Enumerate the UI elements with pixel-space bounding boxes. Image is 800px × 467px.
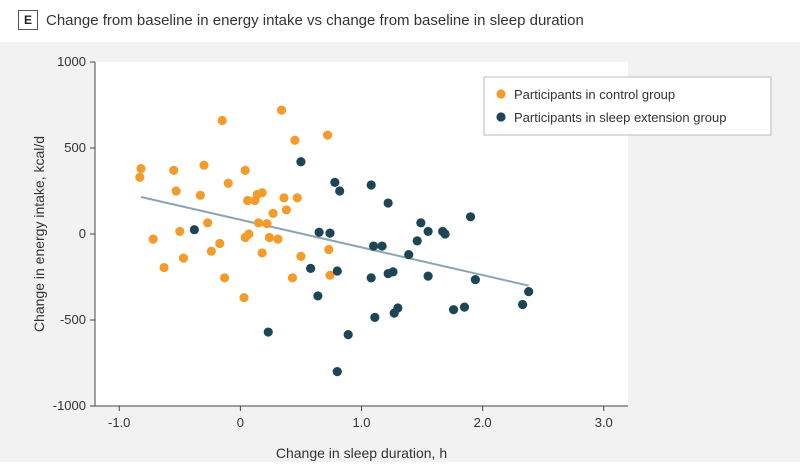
extension-point (404, 250, 414, 260)
control-point (169, 165, 179, 175)
extension-point (343, 330, 353, 340)
extension-point (313, 291, 323, 301)
extension-point (332, 367, 342, 377)
extension-point (440, 229, 450, 239)
extension-point (388, 267, 398, 277)
control-point (220, 273, 230, 283)
control-point (195, 190, 205, 200)
control-point (175, 226, 185, 237)
control-point (240, 165, 250, 175)
extension-point (369, 241, 379, 251)
control-point (276, 105, 287, 115)
x-tick-label: -1.0 (108, 415, 130, 430)
control-point (135, 172, 145, 182)
extension-point (335, 186, 345, 196)
x-tick-label: 2.0 (474, 415, 492, 430)
extension-point (263, 327, 273, 337)
y-tick-label: 500 (64, 140, 86, 155)
extension-point (296, 157, 306, 167)
extension-point (366, 273, 376, 283)
x-tick-label: 1.0 (352, 415, 370, 430)
control-point (253, 218, 264, 228)
control-point (324, 244, 334, 255)
control-point (287, 273, 298, 283)
control-point (159, 262, 169, 273)
extension-point (325, 228, 335, 238)
extension-point (465, 212, 476, 222)
y-tick-label: 1000 (57, 54, 86, 69)
control-point (268, 208, 278, 218)
y-tick-label: 0 (79, 226, 86, 241)
control-point (322, 130, 333, 140)
extension-point (470, 274, 480, 285)
extension-point (393, 303, 403, 313)
control-point (257, 188, 267, 198)
control-point (292, 193, 302, 203)
x-tick-label: 3.0 (595, 415, 613, 430)
extension-point (423, 226, 433, 237)
extension-point (416, 218, 426, 228)
control-point (281, 205, 291, 215)
extension-point (524, 287, 534, 297)
control-point (206, 246, 216, 256)
legend-marker (496, 89, 506, 99)
chart-title: Change from baseline in energy intake vs… (46, 11, 584, 29)
legend-label: Participants in sleep extension group (514, 110, 726, 125)
extension-point (448, 305, 459, 315)
extension-point (423, 271, 433, 281)
extension-point (306, 263, 316, 273)
y-tick-label: -500 (60, 312, 86, 327)
extension-point (366, 180, 376, 190)
control-point (199, 160, 209, 170)
control-point (244, 229, 254, 239)
extension-point (518, 299, 528, 310)
legend-label: Participants in control group (514, 87, 675, 102)
control-point (273, 234, 283, 244)
extension-point (332, 266, 342, 276)
panel-header: E Change from baseline in energy intake … (18, 10, 584, 30)
y-tick-label: -1000 (53, 398, 86, 413)
extension-point (459, 302, 470, 312)
legend-marker (496, 112, 506, 122)
extension-point (370, 312, 380, 323)
legend-box (483, 76, 772, 136)
extension-point (330, 177, 340, 187)
control-point (136, 164, 146, 174)
control-point (223, 178, 233, 188)
control-point (264, 232, 275, 243)
x-tick-label: 0 (237, 415, 244, 430)
extension-point (377, 241, 387, 251)
control-point (217, 115, 227, 126)
extension-point (383, 198, 393, 208)
control-point (290, 135, 300, 145)
control-point (296, 251, 306, 261)
x-axis-label: Change in sleep duration, h (276, 445, 447, 461)
control-point (239, 293, 249, 303)
extension-point (189, 225, 199, 235)
control-point (178, 253, 189, 263)
extension-point (314, 227, 324, 237)
control-point (257, 248, 267, 258)
panel-letter: E (18, 10, 38, 30)
control-point (325, 270, 335, 280)
trend-line (140, 196, 529, 287)
control-point (171, 186, 181, 196)
control-point (243, 195, 253, 206)
control-point (203, 218, 213, 228)
control-point (148, 234, 158, 244)
control-point (262, 219, 272, 229)
y-axis-label: Change in energy intake, kcal/d (31, 136, 47, 332)
control-point (215, 238, 225, 249)
extension-point (412, 236, 422, 246)
plot-area: -1000 -500 0 500 1000 -1.0 0 1.0 2.0 3.0 Change in… (31, 54, 772, 461)
control-point (279, 193, 289, 203)
